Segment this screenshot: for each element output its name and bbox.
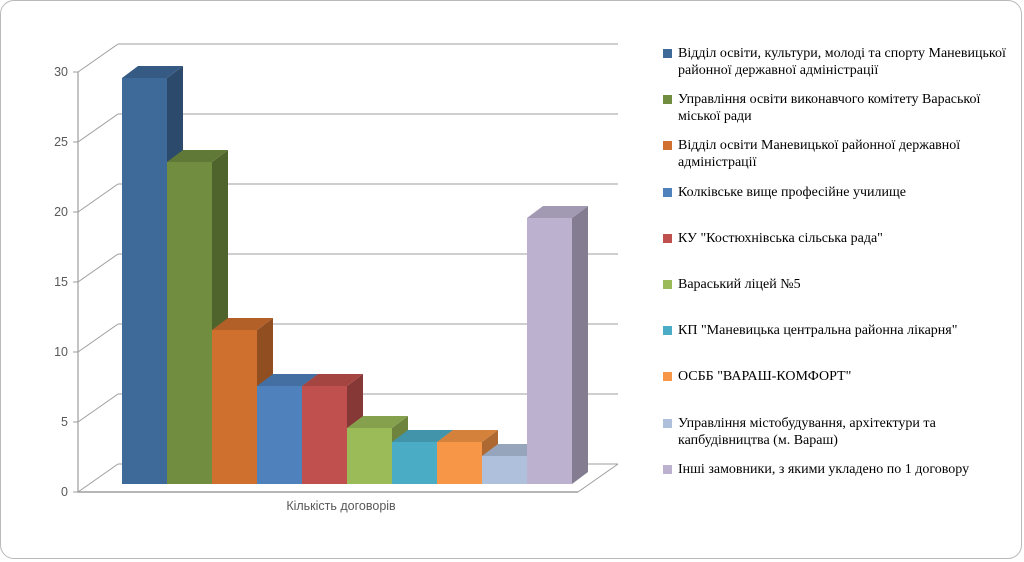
gridline-depth-connector [77,183,119,213]
bar-front-face [257,386,302,484]
legend-color-swatch [663,49,672,58]
legend-item: Управління містобудування, архітектури т… [663,415,1011,449]
bar-top-face [302,374,363,386]
bar-front-face [212,330,257,484]
y-tick-label: 15 [54,275,68,289]
legend-label: Вараський ліцей №5 [678,277,801,292]
legend-label: Інші замовники, з якими укладено по 1 до… [678,461,970,477]
y-tick-label: 5 [61,415,68,429]
bar-top-face [257,374,318,386]
bar-series-9 [527,206,588,484]
legend-color-swatch [663,95,672,105]
gridline-depth-connector [77,323,119,353]
legend-item: КУ "Костюхнівська сільська рада" [663,230,1011,247]
gridline-depth-connector [77,253,119,283]
legend-label: КУ "Костюхнівська сільська рада" [678,230,883,246]
bar-top-face [527,206,588,218]
bar-front-face [527,218,572,484]
bar-chart-plot: 0 5 10 15 20 25 30 Кількість договорів [54,43,619,513]
legend-item: Відділ освіти Маневицької районної держа… [663,137,1011,171]
y-tick-label: 25 [54,135,68,149]
legend-label: Управління освіти виконавчого комітету В… [678,92,981,125]
bar-front-face [347,428,392,484]
y-tick-label: 30 [54,65,68,79]
floor-right-edge [577,463,619,493]
gridline-depth-connector [77,463,119,493]
legend-item: ОСББ "ВАРАШ-КОМФОРТ" [663,368,1011,385]
legend-label: Відділ освіти, культури, молоді та спорт… [678,46,1006,78]
legend-color-swatch [663,141,672,151]
chart-legend: Відділ освіти, культури, молоді та спорт… [663,1,1017,562]
bar-front-face [122,78,167,484]
legend-item: Вараський ліцей №5 [663,276,1011,293]
bar-front-face [482,456,527,484]
gridline-depth-connector [77,43,119,73]
legend-label: КП "Маневицька центральна районна лікарн… [678,323,958,339]
bar-top-face [392,430,453,442]
legend-label: ОСББ "ВАРАШ-КОМФОРТ" [678,369,852,385]
legend-label: Відділ освіти Маневицької районної держа… [678,138,961,171]
bar-top-face [437,430,498,442]
legend-item: Управління освіти виконавчого комітету В… [663,91,1011,125]
bar-top-face [347,416,408,428]
x-axis-title: Кількість договорів [286,499,396,513]
bar-top-face [122,66,183,78]
legend-color-swatch [663,233,672,243]
y-tick-label: 20 [54,205,68,219]
legend-item: Відділ освіти, культури, молоді та спорт… [663,45,1011,79]
legend-color-swatch [663,187,672,197]
legend-label: Управління містобудування, архітектури т… [678,415,936,448]
bar-front-face [392,442,437,484]
bar-front-face [167,162,212,484]
bar-top-face [167,150,228,162]
bar-side-face [572,206,588,484]
legend-item: Колківське вище професійне училище [663,184,1011,201]
gridline-depth-connector [77,393,119,423]
legend-item: Інші замовники, з якими укладено по 1 до… [663,461,1011,478]
legend-item: КП "Маневицька центральна районна лікарн… [663,322,1011,339]
gridline-depth-connector [77,113,119,143]
legend-color-swatch [663,464,672,474]
bar-front-face [437,442,482,484]
bar-top-face [212,318,273,330]
legend-label: Колківське вище професійне училище [678,184,906,200]
legend-color-swatch [663,372,672,382]
legend-color-swatch [663,418,672,428]
legend-color-swatch [663,280,672,289]
y-tick-label: 10 [54,345,68,359]
bar-front-face [302,386,347,484]
legend-color-swatch [663,326,672,336]
y-tick-label: 0 [61,485,68,499]
